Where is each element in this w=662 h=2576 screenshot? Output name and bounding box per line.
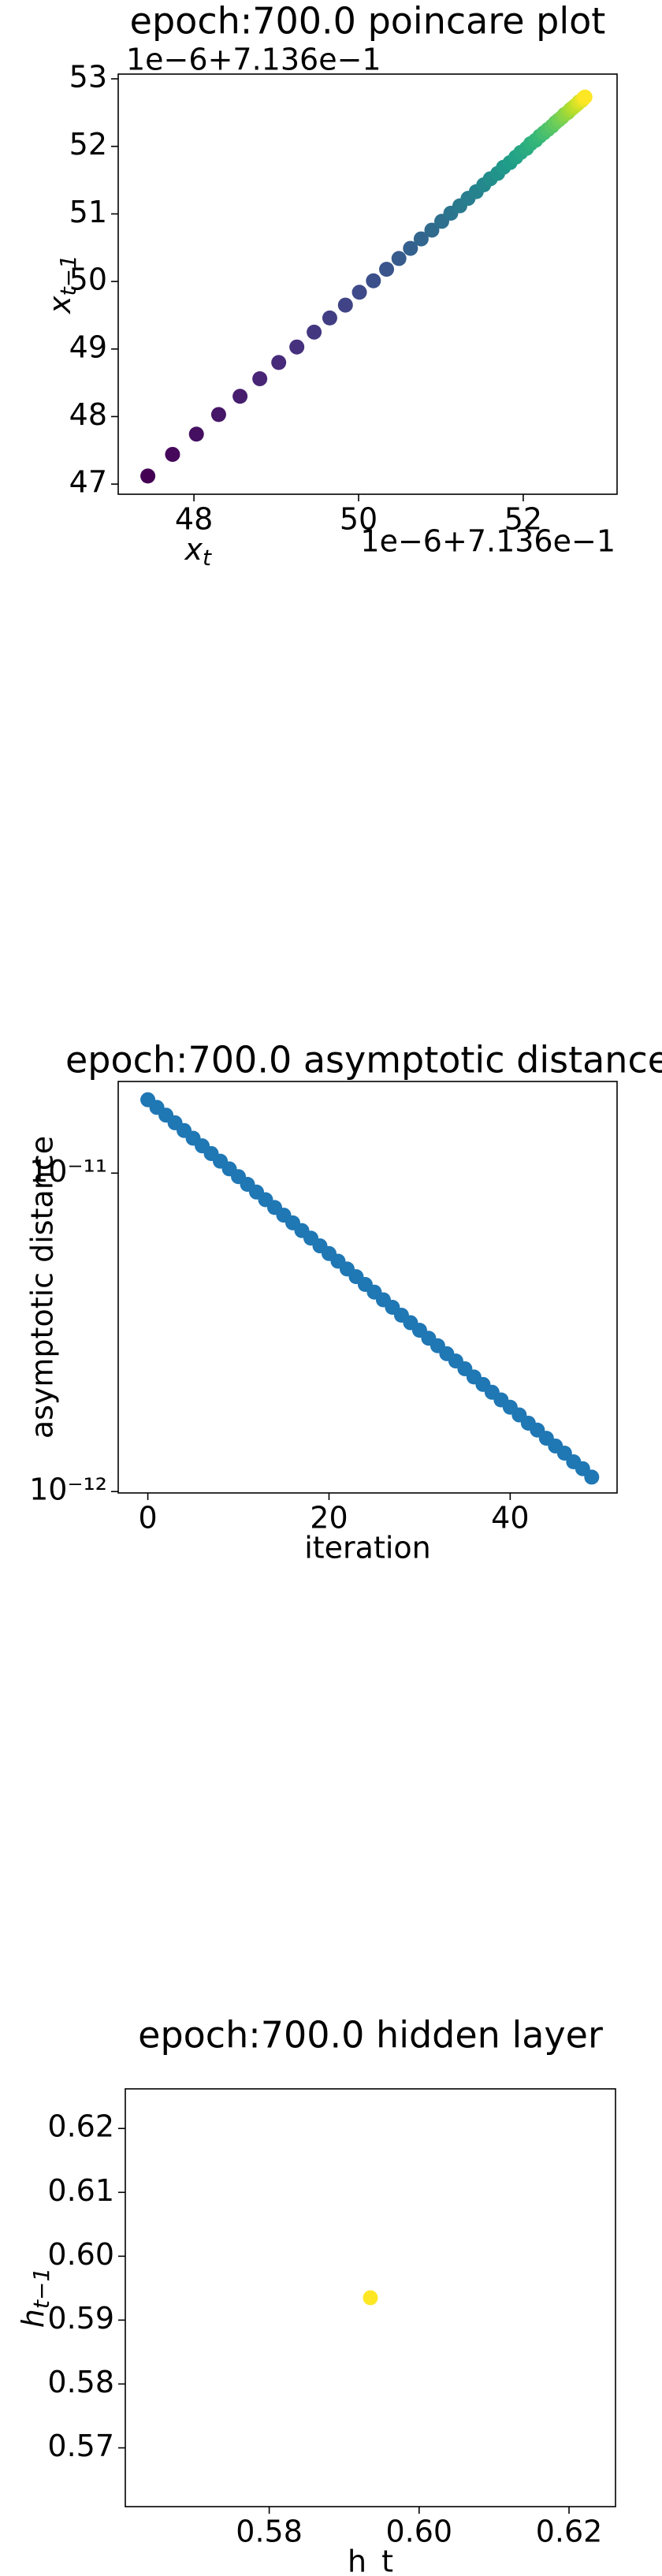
x-tick-label: 20 [310, 1501, 348, 1536]
y-tick-label: 50 [69, 262, 107, 297]
point [252, 370, 268, 386]
x-axis-label: h_t [348, 2544, 393, 2576]
plot-frame [117, 1081, 618, 1494]
x-axis-label: xt [184, 532, 213, 571]
y-tick-label: 0.62 [47, 2109, 114, 2144]
point [363, 2290, 378, 2306]
point [188, 426, 204, 442]
y-tick-label: 49 [69, 329, 107, 364]
point [210, 407, 226, 423]
x-axis-label-base: x [184, 532, 203, 567]
point [351, 285, 367, 300]
y-axis-label-base: x [43, 296, 77, 315]
plot-frame [117, 73, 618, 495]
y-axis-label: asymptotic distance [25, 1136, 60, 1439]
y-axis-label-base: h [16, 2309, 50, 2328]
x-axis-label: iteration [304, 1531, 431, 1565]
point [232, 389, 248, 404]
y-axis-label: xt−1 [43, 255, 82, 315]
chart-title: epoch:700.0 hidden layer [138, 2014, 603, 2057]
y-axis-label-sub: t−1 [55, 255, 81, 296]
point [140, 468, 156, 484]
y-tick-label: 53 [69, 59, 107, 94]
x-offset-label: 1e−6+7.136e−1 [360, 524, 616, 559]
point [165, 446, 180, 462]
y-tick-label: 52 [69, 127, 107, 162]
y-tick-label: 0.59 [47, 2301, 114, 2336]
x-tick-label: 0.62 [536, 2515, 603, 2549]
chart-title: epoch:700.0 poincare plot [130, 0, 606, 43]
y-tick-label: 0.60 [47, 2237, 114, 2272]
y-tick-label: 51 [69, 195, 107, 229]
point [584, 1469, 600, 1485]
point [577, 89, 593, 105]
point [366, 273, 381, 288]
y-tick-label: 0.61 [47, 2173, 114, 2208]
point [337, 297, 353, 313]
point [322, 310, 337, 326]
x-tick-label: 0 [138, 1501, 157, 1536]
y-tick-label: 10⁻¹¹ [29, 1154, 107, 1189]
x-tick-label: 50 [340, 502, 377, 537]
point [403, 240, 418, 256]
point [413, 231, 429, 247]
chart-title: epoch:700.0 asymptotic distance [65, 1039, 662, 1081]
point [271, 355, 287, 370]
x-tick-label: 0.58 [236, 2515, 303, 2549]
y-tick-label: 47 [69, 465, 107, 500]
plot-frame [125, 2088, 616, 2507]
y-tick-label: 10⁻¹² [29, 1472, 107, 1507]
point [289, 339, 305, 355]
point [424, 222, 440, 238]
y-tick-label: 0.58 [47, 2365, 114, 2399]
x-tick-label: 0.60 [386, 2515, 453, 2549]
point [307, 324, 322, 340]
y-axis-label-sub: t−1 [28, 2268, 54, 2309]
point [379, 262, 395, 277]
x-axis-label-sub: t [203, 545, 212, 571]
y-tick-label: 0.57 [47, 2429, 114, 2463]
y-axis-label: ht−1 [16, 2268, 55, 2328]
x-tick-label: 40 [491, 1501, 529, 1536]
x-tick-label: 48 [175, 502, 213, 537]
y-offset-label: 1e−6+7.136e−1 [126, 43, 381, 77]
point [391, 251, 407, 266]
y-tick-label: 48 [69, 397, 107, 432]
x-tick-label: 52 [504, 502, 542, 537]
